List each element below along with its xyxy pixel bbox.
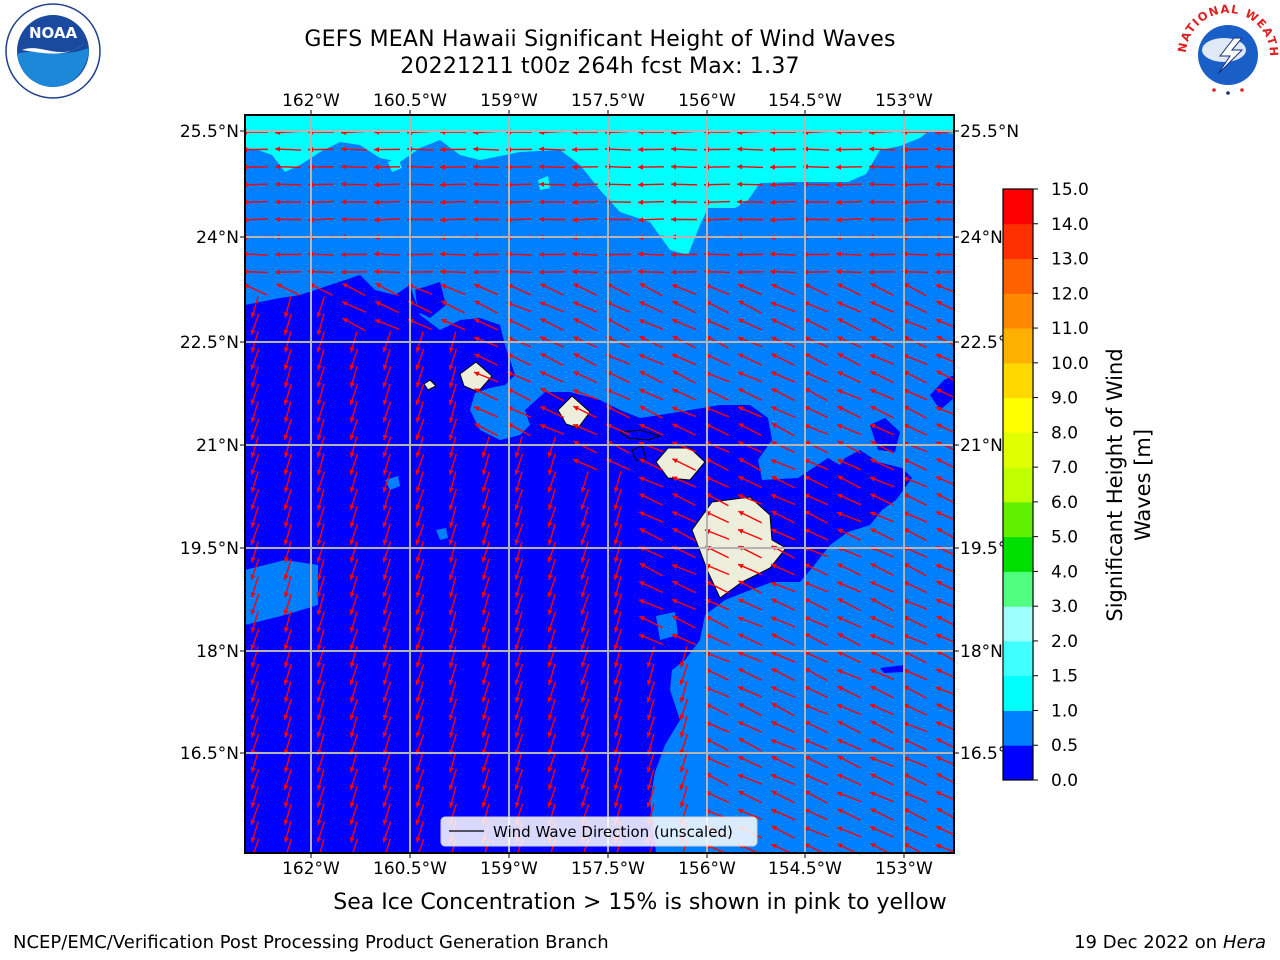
colorbar-tick-label: 0.5 [1051, 736, 1078, 756]
colorbar-bin [1003, 571, 1033, 607]
lon-tick-label-bottom: 162°W [282, 859, 340, 879]
lat-tick-label-left: 22.5°N [180, 333, 239, 353]
lat-tick-label-left: 24°N [196, 228, 239, 248]
colorbar-bin [1003, 397, 1033, 433]
wave-bin-0.5-1.0-patch [436, 528, 448, 540]
colorbar-tick-label: 7.0 [1051, 458, 1078, 478]
colorbar-bin [1003, 293, 1033, 329]
lon-tick-label-top: 157.5°W [571, 91, 645, 111]
lon-tick-label-bottom: 156°W [678, 859, 736, 879]
colorbar-tick-label: 1.5 [1051, 667, 1078, 687]
colorbar-tick-label: 12.0 [1051, 284, 1089, 304]
colorbar-tick-label: 9.0 [1051, 389, 1078, 409]
island-molokai [618, 429, 662, 441]
wave-bin-0.0-0.5-patch [880, 665, 905, 673]
colorbar-label-line1: Significant Height of Wind [1103, 348, 1127, 621]
island-oahu [557, 395, 591, 429]
lon-tick-label-top: 160.5°W [373, 91, 447, 111]
colorbar-bin [1003, 189, 1033, 225]
lon-tick-label-top: 156°W [678, 91, 736, 111]
lat-tick-label-left: 18°N [196, 642, 239, 662]
colorbar-bin [1003, 606, 1033, 642]
island-lanai [631, 445, 647, 461]
nws-logo: NATIONAL WEATHER SERVICE [1176, 0, 1280, 98]
colorbar-bin [1003, 362, 1033, 399]
island-niihau [423, 379, 437, 391]
colorbar-bin [1003, 328, 1033, 364]
colorbar-tick-label: 13.0 [1051, 250, 1089, 270]
colorbar-bin [1003, 675, 1033, 711]
map-legend: Wind Wave Direction (unscaled) [440, 816, 758, 847]
lon-tick-label-bottom: 157.5°W [571, 859, 645, 879]
wave-height-field [245, 115, 954, 853]
colorbar-tick-label: 6.0 [1051, 493, 1078, 513]
lon-tick-label-bottom: 160.5°W [373, 859, 447, 879]
colorbar-tick-label: 11.0 [1051, 319, 1089, 339]
colorbar-tick-label: 14.0 [1051, 215, 1089, 235]
colorbar: 0.0 0.5 1.0 1.5 2.0 3.0 4.0 5.0 6.0 7.0 8.0 9.0 10.0… [1002, 180, 1089, 791]
colorbar-label-line2: Waves [m] [1131, 429, 1155, 541]
wave-bin-0.0-0.5-patch [870, 418, 900, 452]
island-kauai [459, 361, 493, 393]
map-title: GEFS MEAN Hawaii Significant Height of W… [304, 27, 896, 52]
lon-tick-label-bottom: 153°W [875, 859, 933, 879]
lat-tick-label-right: 25.5°N [960, 122, 1019, 142]
colorbar-bin [1003, 640, 1033, 677]
colorbar-tick-label: 3.0 [1051, 597, 1078, 617]
colorbar-tick-label: 10.0 [1051, 354, 1089, 374]
colorbar-tick-label: 2.0 [1051, 632, 1078, 652]
footer-date-text: 19 Dec 2022 on [1074, 932, 1218, 953]
lon-tick-label-bottom: 154.5°W [768, 859, 842, 879]
colorbar-tick-label: 4.0 [1051, 562, 1078, 582]
colorbar-bin [1003, 258, 1033, 294]
colorbar-bin [1003, 432, 1033, 468]
lat-tick-label-left: 21°N [196, 436, 239, 456]
colorbar-bin [1003, 745, 1033, 781]
lat-tick-label-right: 24°N [960, 228, 1003, 248]
colorbar-tick-label: 15.0 [1051, 180, 1089, 200]
colorbar-tick-label: 8.0 [1051, 423, 1078, 443]
lon-tick-label-bottom: 159°W [480, 859, 538, 879]
colorbar-bin [1003, 501, 1033, 538]
footer-date: 19 Dec 2022 on Hera [1074, 932, 1266, 953]
sea-ice-note: Sea Ice Concentration > 15% is shown in … [333, 890, 947, 915]
lat-tick-label-right: 21°N [960, 436, 1003, 456]
wave-bin-0.5-1.0-patch [385, 476, 400, 490]
wave-bin-0.5-1.0-patch [656, 612, 678, 640]
noaa-logo: NOAA [5, 3, 101, 99]
lon-tick-label-top: 154.5°W [768, 91, 842, 111]
lon-tick-label-top: 153°W [875, 91, 933, 111]
legend-label: Wind Wave Direction (unscaled) [493, 823, 733, 841]
colorbar-bin [1003, 223, 1033, 260]
lat-tick-label-right: 18°N [960, 642, 1003, 662]
map-subtitle: 20221211 t00z 264h fcst Max: 1.37 [400, 54, 800, 79]
lat-tick-label-left: 19.5°N [180, 539, 239, 559]
colorbar-tick-label: 5.0 [1051, 528, 1078, 548]
colorbar-tick-label: 1.0 [1051, 701, 1078, 721]
lon-tick-label-top: 159°W [480, 91, 538, 111]
wave-bin-1.0-1.5-patch [388, 158, 402, 172]
wave-bin-0.0-0.5 [245, 275, 912, 853]
colorbar-bin [1003, 710, 1033, 746]
colorbar-tick-label: 0.0 [1051, 771, 1078, 791]
lat-tick-label-left: 25.5°N [180, 122, 239, 142]
colorbar-bin [1003, 467, 1033, 503]
map-frame [244, 114, 955, 854]
lon-tick-label-top: 162°W [282, 91, 340, 111]
footer-credit: NCEP/EMC/Verification Post Processing Pr… [13, 932, 609, 953]
lat-tick-label-left: 16.5°N [180, 744, 239, 764]
gridlines [245, 115, 954, 853]
colorbar-bin [1003, 536, 1033, 572]
noaa-logo-text: NOAA [29, 24, 78, 42]
island-maui [655, 447, 706, 481]
footer-host: Hera [1222, 932, 1266, 953]
